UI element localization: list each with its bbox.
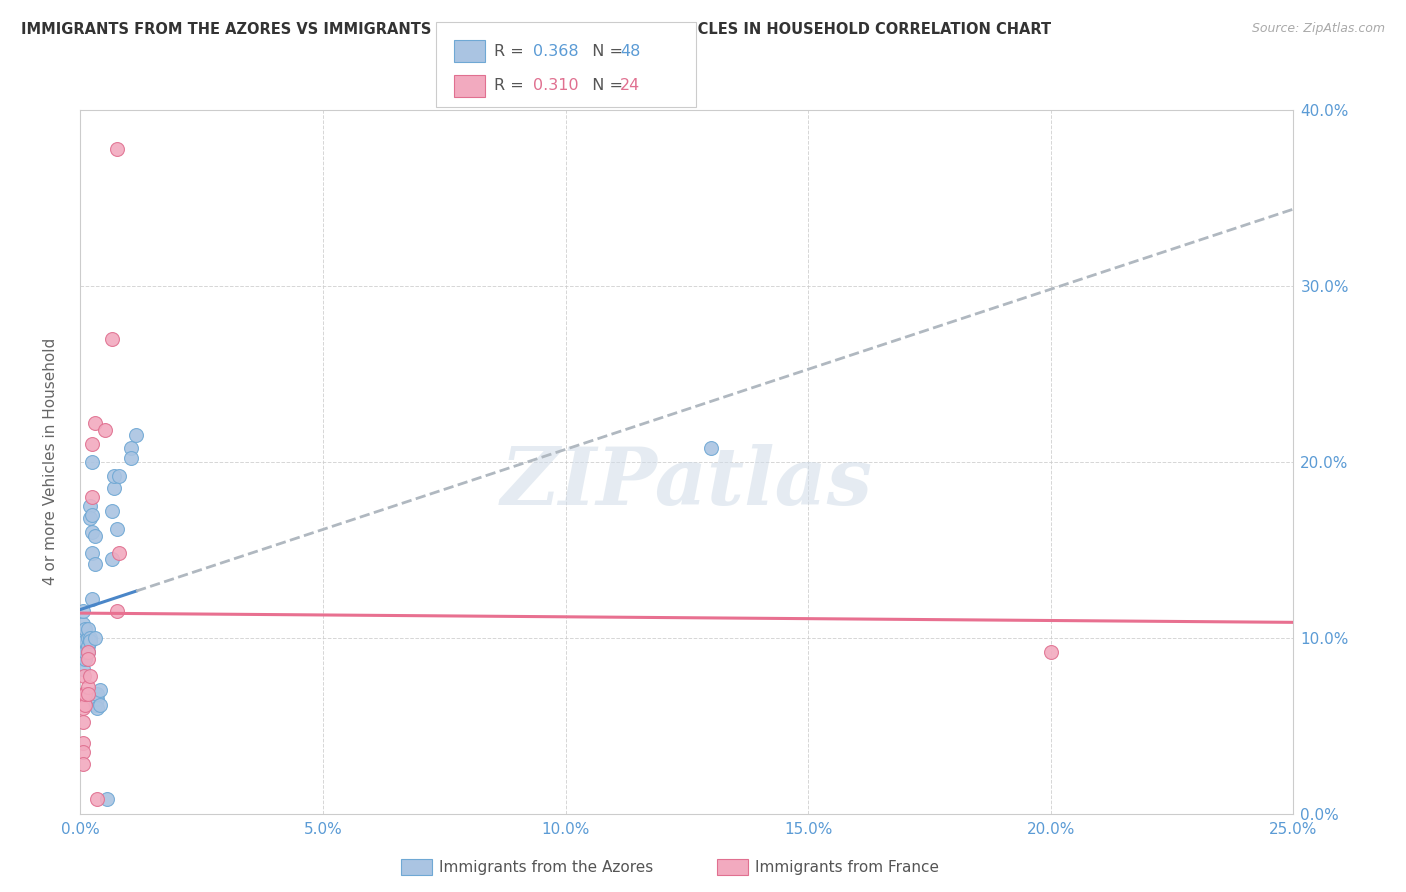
Point [83, 557, 105, 571]
Point [73, 669, 96, 683]
Point [89, 698, 111, 712]
Point [1039, 645, 1062, 659]
Text: IMMIGRANTS FROM THE AZORES VS IMMIGRANTS FROM FRANCE 4 OR MORE VEHICLES IN HOUSE: IMMIGRANTS FROM THE AZORES VS IMMIGRANTS… [21, 22, 1052, 37]
Text: 0.310: 0.310 [533, 78, 578, 94]
Point [79, 669, 101, 683]
Point [82, 437, 104, 451]
Point [82, 525, 104, 540]
Point [83, 631, 105, 645]
Point [72, 736, 94, 750]
Point [75, 631, 97, 645]
Point [75, 698, 97, 712]
Text: Immigrants from the Azores: Immigrants from the Azores [439, 860, 652, 874]
Text: 48: 48 [620, 44, 640, 59]
Point [72, 701, 94, 715]
Point [79, 631, 101, 645]
Text: ZIPatlas: ZIPatlas [501, 444, 873, 522]
Point [120, 441, 142, 455]
Point [103, 469, 125, 483]
Text: R =: R = [494, 78, 529, 94]
Point [76, 680, 98, 694]
Point [72, 757, 94, 772]
Y-axis label: 4 or more Vehicles in Household: 4 or more Vehicles in Household [44, 338, 58, 585]
Point [72, 616, 94, 631]
Point [101, 332, 124, 346]
Point [75, 648, 97, 663]
Point [82, 490, 104, 504]
Point [101, 551, 124, 566]
Point [72, 604, 94, 618]
Point [83, 529, 105, 543]
Point [89, 683, 111, 698]
Point [72, 715, 94, 730]
Text: N =: N = [582, 78, 628, 94]
Text: N =: N = [582, 44, 628, 59]
Point [76, 645, 98, 659]
Point [76, 652, 98, 666]
Point [86, 687, 108, 701]
Point [79, 511, 101, 525]
Text: 24: 24 [620, 78, 640, 94]
Point [72, 631, 94, 645]
Point [75, 687, 97, 701]
Point [72, 662, 94, 676]
Point [86, 792, 108, 806]
Point [83, 687, 105, 701]
Point [82, 546, 104, 560]
Point [75, 640, 97, 654]
Point [105, 142, 128, 156]
Point [82, 508, 104, 522]
Point [72, 640, 94, 654]
Point [86, 701, 108, 715]
Point [108, 469, 131, 483]
Point [82, 455, 104, 469]
Point [108, 546, 131, 560]
Point [120, 451, 142, 466]
Point [76, 631, 98, 645]
Text: Source: ZipAtlas.com: Source: ZipAtlas.com [1251, 22, 1385, 36]
Point [79, 499, 101, 513]
Point [105, 522, 128, 536]
Point [75, 634, 97, 648]
Point [76, 622, 98, 636]
Point [75, 622, 97, 636]
Point [76, 687, 98, 701]
Point [96, 792, 118, 806]
Point [76, 640, 98, 654]
Text: 0.368: 0.368 [533, 44, 578, 59]
Point [700, 441, 723, 455]
Point [76, 645, 98, 659]
Point [72, 645, 94, 659]
Point [72, 687, 94, 701]
Point [82, 592, 104, 607]
Point [83, 698, 105, 712]
Text: R =: R = [494, 44, 529, 59]
Point [125, 428, 148, 442]
Point [72, 745, 94, 759]
Point [101, 504, 124, 518]
Text: Immigrants from France: Immigrants from France [755, 860, 939, 874]
Point [83, 416, 105, 430]
Point [86, 692, 108, 706]
Point [75, 652, 97, 666]
Point [103, 481, 125, 495]
Point [79, 634, 101, 648]
Point [105, 604, 128, 618]
Point [75, 645, 97, 659]
Point [72, 652, 94, 666]
Point [93, 423, 115, 437]
